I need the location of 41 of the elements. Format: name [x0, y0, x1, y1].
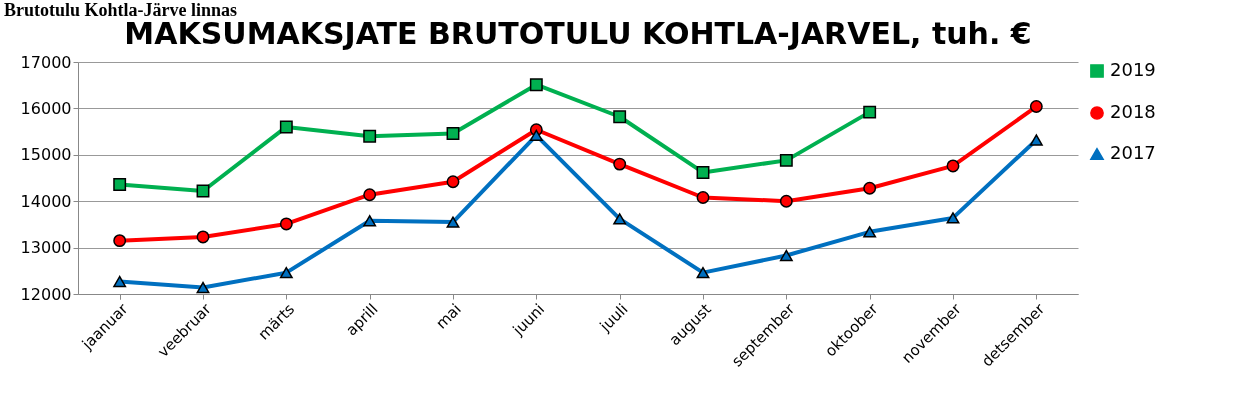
y-tick-label: 14000 — [20, 191, 72, 211]
point — [1029, 134, 1043, 146]
y-tick-label: 15000 — [20, 145, 72, 165]
point — [363, 215, 377, 227]
point — [529, 129, 543, 141]
point — [446, 175, 460, 189]
point — [279, 217, 293, 231]
point — [946, 159, 960, 173]
point — [696, 191, 710, 204]
point — [113, 234, 127, 248]
point — [696, 266, 710, 279]
legend-label: 2019 — [1110, 59, 1156, 80]
point — [863, 181, 877, 195]
point — [946, 212, 960, 224]
point — [529, 78, 543, 92]
point — [1029, 100, 1043, 113]
point — [613, 110, 627, 124]
legend-label: 2018 — [1110, 101, 1156, 122]
point — [279, 120, 293, 134]
point — [613, 157, 627, 171]
point — [363, 129, 377, 143]
point — [613, 213, 627, 225]
point — [863, 105, 877, 119]
point — [779, 194, 793, 208]
point — [863, 226, 877, 238]
y-tick-label: 17000 — [20, 52, 72, 72]
y-tick-label: 13000 — [20, 238, 72, 258]
point — [113, 275, 127, 288]
legend-label: 2017 — [1110, 142, 1156, 163]
point — [196, 281, 210, 294]
point — [113, 178, 127, 191]
point — [696, 165, 710, 179]
point — [446, 127, 460, 140]
point — [446, 216, 460, 228]
y-tick-label: 16000 — [20, 98, 72, 118]
point — [779, 249, 793, 262]
point — [196, 230, 210, 244]
y-tick-label: 12000 — [20, 284, 72, 304]
point — [363, 188, 377, 202]
point — [779, 153, 793, 167]
point — [279, 266, 293, 279]
